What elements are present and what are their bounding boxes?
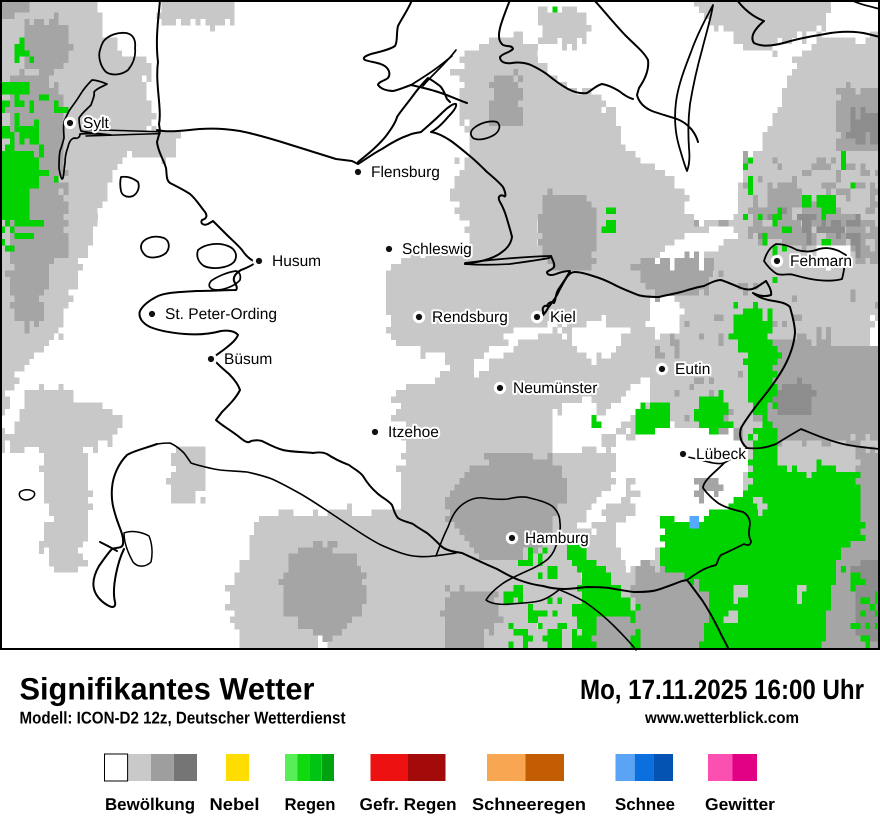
svg-text:Eutin: Eutin (675, 361, 710, 378)
svg-text:Schnee: Schnee (615, 795, 675, 814)
svg-text:Regen: Regen (285, 795, 336, 814)
svg-text:Gefr. Regen: Gefr. Regen (360, 795, 457, 814)
svg-text:Rendsburg: Rendsburg (432, 309, 508, 326)
svg-text:Schneeregen: Schneeregen (472, 795, 586, 814)
svg-text:www.wetterblick.com: www.wetterblick.com (644, 710, 799, 727)
svg-text:Sylt: Sylt (83, 115, 110, 132)
svg-text:Fehmarn: Fehmarn (790, 253, 852, 270)
svg-text:Neumünster: Neumünster (513, 380, 597, 397)
svg-text:Hamburg: Hamburg (525, 530, 589, 547)
svg-text:Bewölkung: Bewölkung (105, 795, 195, 814)
svg-text:Büsum: Büsum (224, 351, 272, 368)
svg-text:Gewitter: Gewitter (705, 795, 775, 814)
svg-text:Modell: ICON-D2 12z, Deutscher: Modell: ICON-D2 12z, Deutscher Wetterdie… (20, 709, 346, 728)
svg-text:Nebel: Nebel (210, 795, 260, 814)
svg-text:Lübeck: Lübeck (696, 446, 746, 463)
svg-text:Kiel: Kiel (550, 309, 576, 326)
svg-text:Mo, 17.11.2025 16:00 Uhr: Mo, 17.11.2025 16:00 Uhr (580, 674, 864, 705)
svg-text:Flensburg: Flensburg (371, 164, 440, 181)
svg-text:Signifikantes Wetter: Signifikantes Wetter (20, 672, 315, 707)
svg-text:Itzehoe: Itzehoe (388, 424, 439, 441)
svg-text:Schleswig: Schleswig (402, 241, 472, 258)
svg-text:St. Peter-Ording: St. Peter-Ording (165, 306, 277, 323)
svg-text:Husum: Husum (272, 253, 321, 270)
